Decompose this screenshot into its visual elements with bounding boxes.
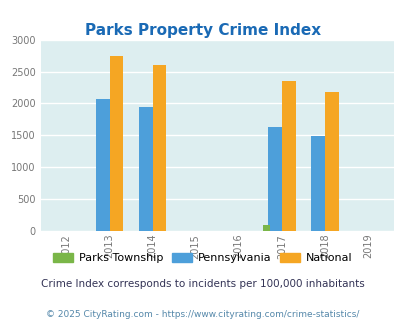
Bar [109,55,123,231]
Text: Crime Index corresponds to incidents per 100,000 inhabitants: Crime Index corresponds to incidents per… [41,279,364,289]
Text: Parks Property Crime Index: Parks Property Crime Index [85,23,320,38]
Bar [324,92,338,231]
Bar [96,99,109,231]
Bar [267,127,281,231]
Bar [262,225,269,231]
Bar [139,107,152,231]
Legend: Parks Township, Pennsylvania, National: Parks Township, Pennsylvania, National [49,248,356,267]
Bar [152,65,166,231]
Text: © 2025 CityRating.com - https://www.cityrating.com/crime-statistics/: © 2025 CityRating.com - https://www.city… [46,310,359,319]
Bar [281,81,295,231]
Bar [310,136,324,231]
